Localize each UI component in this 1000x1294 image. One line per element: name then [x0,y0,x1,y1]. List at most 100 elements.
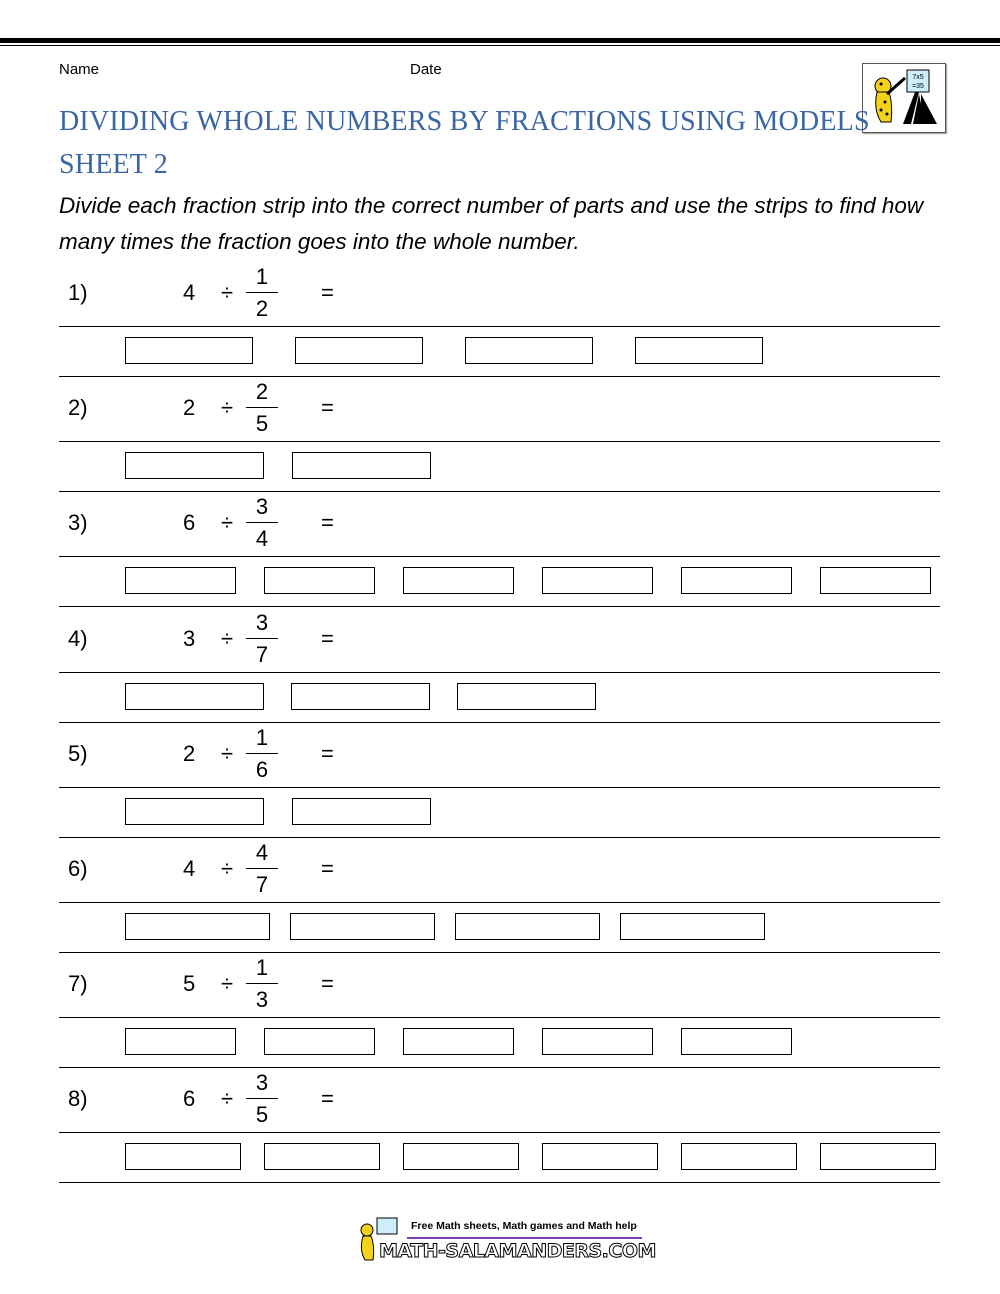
equals-sign: = [321,395,334,421]
fraction-strip[interactable] [820,567,931,595]
fraction-strip[interactable] [455,913,600,940]
answer-rule [59,1132,940,1134]
answer-rule [59,326,940,327]
fraction-strip[interactable] [264,567,375,595]
fraction-strip[interactable] [264,1143,380,1171]
top-rule [0,38,1000,43]
whole-number: 3 [183,625,196,651]
answer-rule [59,556,940,558]
whole-number: 6 [183,1086,196,1112]
whole-number: 2 [183,740,196,766]
name-label: Name [59,61,100,78]
fraction-strip[interactable] [292,452,431,480]
answer-rule [59,671,940,673]
fraction-strip[interactable] [125,567,236,595]
fraction-bar [246,1098,278,1100]
problem-number: 1) [68,280,88,305]
footer-site: MATH-SALAMANDERS.COM [379,1240,657,1263]
problem-number: 2) [68,395,88,421]
fraction-bar [246,983,278,985]
fraction-strip[interactable] [125,797,264,825]
fraction-strip[interactable] [125,1143,241,1171]
top-rule-thin [0,45,1000,46]
problem-8: 8) 6 ÷ 3 5 = [59,1068,940,1184]
fraction-strip[interactable] [542,1028,653,1056]
problem-6: 6) 4 ÷ 4 7 = [59,838,940,953]
equals-sign: = [321,510,334,536]
problem-number: 4) [68,625,88,651]
fraction-strip[interactable] [820,1143,936,1171]
fraction-strip[interactable] [681,1143,797,1171]
fraction-strip[interactable] [264,1028,375,1056]
fraction-strip[interactable] [542,1143,658,1171]
problem-2: 2) 2 ÷ 2 5 = [59,377,940,493]
whole-number: 5 [183,971,196,997]
equals-sign: = [321,740,334,766]
problem-number: 6) [68,856,88,881]
fraction-strip[interactable] [290,913,435,940]
separator-rule [59,836,940,838]
equals-sign: = [321,856,334,881]
numerator: 3 [255,1070,269,1096]
separator-rule [59,952,940,953]
fraction-strip[interactable] [125,913,270,940]
fraction-strip[interactable] [681,1028,792,1056]
problem-number: 5) [68,740,88,766]
fraction-bar [246,637,278,639]
problem-number: 7) [68,971,88,997]
divide-sign: ÷ [221,1086,234,1112]
fraction-strip[interactable] [125,1028,236,1056]
equals-sign: = [321,971,334,997]
fraction-strip[interactable] [292,797,431,825]
numerator: 3 [255,494,269,520]
fraction-strip[interactable] [403,1143,519,1171]
numerator: 1 [255,955,269,981]
numerator: 4 [255,840,269,865]
problem-1: 1) 4 ÷ 1 2 = [59,262,940,377]
equals-sign: = [321,625,334,651]
whole-number: 4 [183,280,196,305]
problem-number: 8) [68,1086,88,1112]
fraction-strip[interactable] [295,337,423,364]
whole-number: 4 [183,856,196,881]
fraction-strip[interactable] [125,682,264,710]
fraction-strip[interactable] [403,567,514,595]
date-label: Date [410,61,442,78]
fraction-strip[interactable] [635,337,763,364]
fraction-strip[interactable] [403,1028,514,1056]
numerator: 3 [255,609,269,635]
divide-sign: ÷ [221,740,234,766]
fraction-strip[interactable] [125,337,253,364]
fraction-strip[interactable] [542,567,653,595]
problem-5: 5) 2 ÷ 1 6 = [59,723,940,838]
problem-7: 7) 5 ÷ 1 3 = [59,953,940,1069]
numerator: 1 [255,264,269,289]
problem-3: 3) 6 ÷ 3 4 = [59,492,940,608]
whole-number: 6 [183,510,196,536]
denominator: 4 [255,526,269,552]
svg-text:=35: =35 [912,83,924,90]
fraction-strip[interactable] [291,682,430,710]
divide-sign: ÷ [221,856,234,881]
numerator: 1 [255,724,269,750]
whole-number: 2 [183,395,196,421]
denominator: 2 [255,296,269,321]
fraction-strip[interactable] [457,682,596,710]
separator-rule [59,1067,940,1069]
divide-sign: ÷ [221,971,234,997]
denominator: 7 [255,872,269,897]
fraction-strip[interactable] [465,337,593,364]
separator-rule [59,721,940,723]
fraction-strip[interactable] [681,567,792,595]
denominator: 5 [255,1102,269,1128]
fraction-strip[interactable] [125,452,264,480]
salamander-logo: 7x5 =35 [862,63,946,133]
fraction-bar [246,752,278,754]
fraction-strip[interactable] [620,913,765,940]
